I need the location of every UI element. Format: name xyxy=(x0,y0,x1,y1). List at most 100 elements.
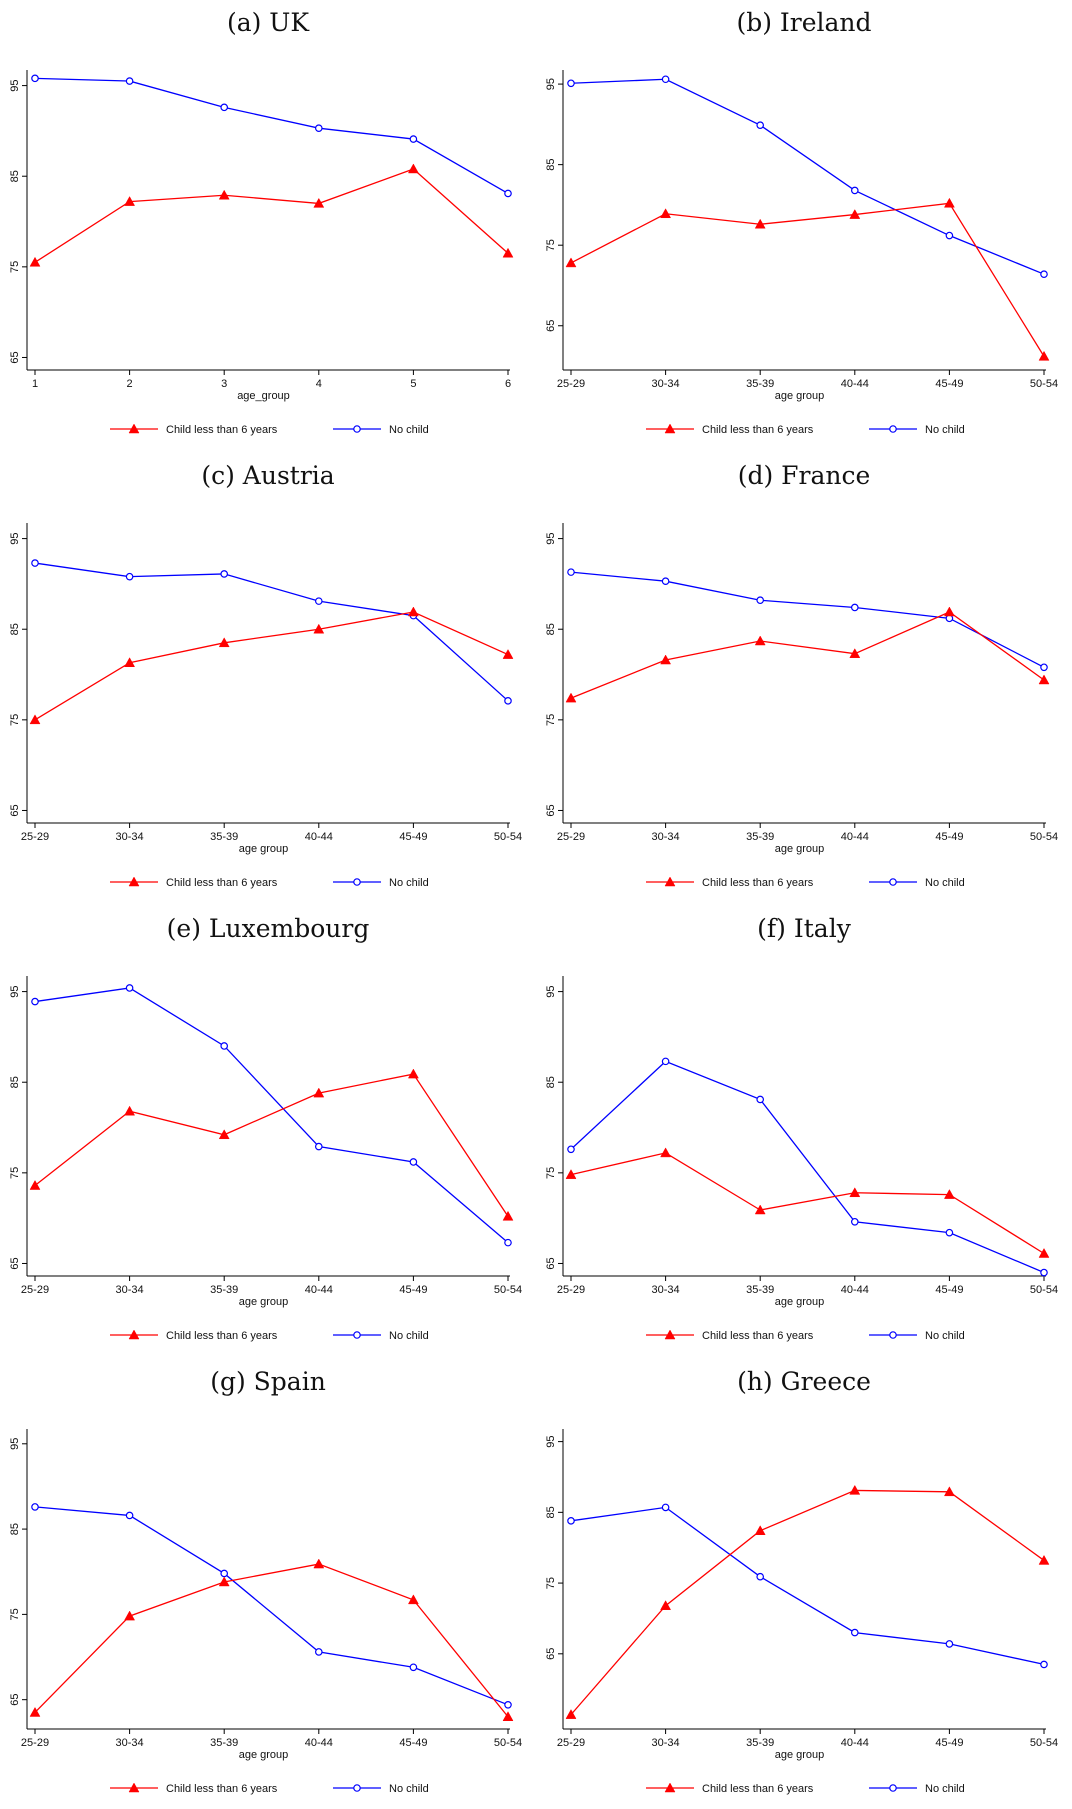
x-tick-label: 25-29 xyxy=(21,1737,49,1749)
x-tick-label: 50-54 xyxy=(494,831,522,843)
child-point xyxy=(124,1105,136,1116)
nochild-point xyxy=(661,1503,670,1512)
y-tick-label: 65 xyxy=(9,804,21,816)
x-tick-label: 45-49 xyxy=(935,831,963,843)
x-tick-label: 50-54 xyxy=(1030,1737,1058,1749)
line-chart: 65 75 85 95 25-29 30-34 35-39 40-44 45-49 50-54 ag… xyxy=(9,1429,522,1795)
child-point xyxy=(754,1204,766,1215)
x-tick-label: 35-39 xyxy=(210,1737,238,1749)
y-tick-label: 75 xyxy=(545,1167,557,1179)
child-point xyxy=(29,256,41,267)
y-tick-label: 95 xyxy=(9,79,21,91)
child-point xyxy=(943,197,955,208)
nochild-point xyxy=(220,1569,229,1578)
nochild-point xyxy=(1040,1660,1048,1669)
y-tick-label: 95 xyxy=(545,78,557,90)
nochild-point xyxy=(756,1572,765,1581)
legend-nochild-marker xyxy=(353,878,361,886)
chart-title: (h) Greece xyxy=(737,1367,871,1396)
chart-title: (g) Spain xyxy=(210,1367,326,1396)
child-series-line xyxy=(34,1563,509,1718)
nochild-point xyxy=(314,124,323,132)
child-point xyxy=(502,649,514,659)
chart-panel: (a) UK 65 75 85 95 1 2 3 4 5 6 age_group Child less … xyxy=(0,0,536,450)
chart-panel: (b) Ireland 65 75 85 95 25-29 30-34 35-39 40-44 4… xyxy=(536,0,1072,450)
y-tick-label: 95 xyxy=(9,532,21,544)
nochild-point xyxy=(567,79,575,88)
x-tick-label: 25-29 xyxy=(557,378,585,390)
legend-nochild-marker xyxy=(353,1331,361,1339)
y-tick-label: 75 xyxy=(9,1167,21,1179)
x-tick-label: 45-49 xyxy=(935,1737,963,1749)
legend-nochild-marker xyxy=(353,425,361,433)
child-series-line xyxy=(34,168,509,263)
child-point xyxy=(502,247,514,258)
child-point xyxy=(849,648,861,658)
nochild-series-line xyxy=(34,77,509,195)
child-point xyxy=(849,1484,861,1495)
nochild-point xyxy=(125,77,134,85)
x-axis-title: age group xyxy=(239,1296,289,1308)
y-tick-label: 75 xyxy=(545,714,557,726)
nochild-point xyxy=(756,121,765,129)
child-point xyxy=(660,654,672,665)
child-point xyxy=(1038,1554,1050,1565)
x-tick-label: 5 xyxy=(410,378,416,390)
y-tick-label: 75 xyxy=(545,239,557,251)
child-point xyxy=(565,1169,577,1179)
nochild-point xyxy=(125,1511,134,1520)
child-point xyxy=(218,1576,230,1587)
nochild-point xyxy=(409,135,418,143)
x-tick-label: 50-54 xyxy=(1030,378,1058,390)
legend: Child less than 6 years No child xyxy=(646,876,965,889)
x-tick-label: 35-39 xyxy=(746,1284,774,1296)
nochild-point xyxy=(661,1057,670,1066)
x-tick-label: 35-39 xyxy=(746,1737,774,1749)
child-point xyxy=(754,1525,766,1535)
child-point xyxy=(313,197,325,208)
child-point xyxy=(29,1180,41,1190)
x-tick-label: 25-29 xyxy=(557,1284,585,1296)
legend-child-marker xyxy=(664,876,676,887)
child-point xyxy=(660,208,672,219)
child-point xyxy=(313,1087,325,1098)
x-tick-label: 45-49 xyxy=(399,1737,427,1749)
x-axis-title: age group xyxy=(239,843,289,855)
x-tick-label: 35-39 xyxy=(746,378,774,390)
child-point xyxy=(124,1610,136,1621)
legend-nochild-marker xyxy=(889,1784,897,1792)
nochild-point xyxy=(409,1663,418,1672)
x-tick-label: 25-29 xyxy=(21,1284,49,1296)
legend: Child less than 6 years No child xyxy=(646,423,965,436)
child-point xyxy=(313,623,325,634)
legend: Child less than 6 years No child xyxy=(110,876,429,889)
x-tick-label: 40-44 xyxy=(841,1737,869,1749)
nochild-point xyxy=(756,1095,765,1104)
x-tick-label: 6 xyxy=(505,378,511,390)
nochild-point xyxy=(1040,1268,1048,1277)
x-tick-label: 50-54 xyxy=(1030,1284,1058,1296)
nochild-point xyxy=(31,559,39,567)
y-tick-label: 65 xyxy=(545,804,557,816)
y-tick-label: 85 xyxy=(9,1523,21,1535)
x-tick-label: 45-49 xyxy=(399,1284,427,1296)
legend-child-marker xyxy=(128,1782,140,1793)
x-axis-title: age group xyxy=(775,390,825,402)
x-tick-label: 40-44 xyxy=(841,831,869,843)
x-tick-label: 25-29 xyxy=(21,831,49,843)
child-point xyxy=(565,1709,577,1719)
child-point xyxy=(407,1594,419,1605)
nochild-point xyxy=(945,231,954,240)
x-axis-title: age_group xyxy=(237,390,290,402)
child-point xyxy=(565,692,577,703)
nochild-point xyxy=(314,1142,323,1151)
chart-panel: (g) Spain 65 75 85 95 25-29 30-34 35-39 40-44 45-… xyxy=(0,1359,536,1809)
child-point xyxy=(660,1600,672,1610)
chart-title: (e) Luxembourg xyxy=(166,914,370,943)
x-tick-label: 40-44 xyxy=(841,1284,869,1296)
y-tick-label: 85 xyxy=(545,159,557,171)
y-tick-label: 65 xyxy=(545,1648,557,1660)
nochild-point xyxy=(125,984,134,992)
nochild-point xyxy=(31,74,39,83)
y-tick-label: 85 xyxy=(9,170,21,182)
